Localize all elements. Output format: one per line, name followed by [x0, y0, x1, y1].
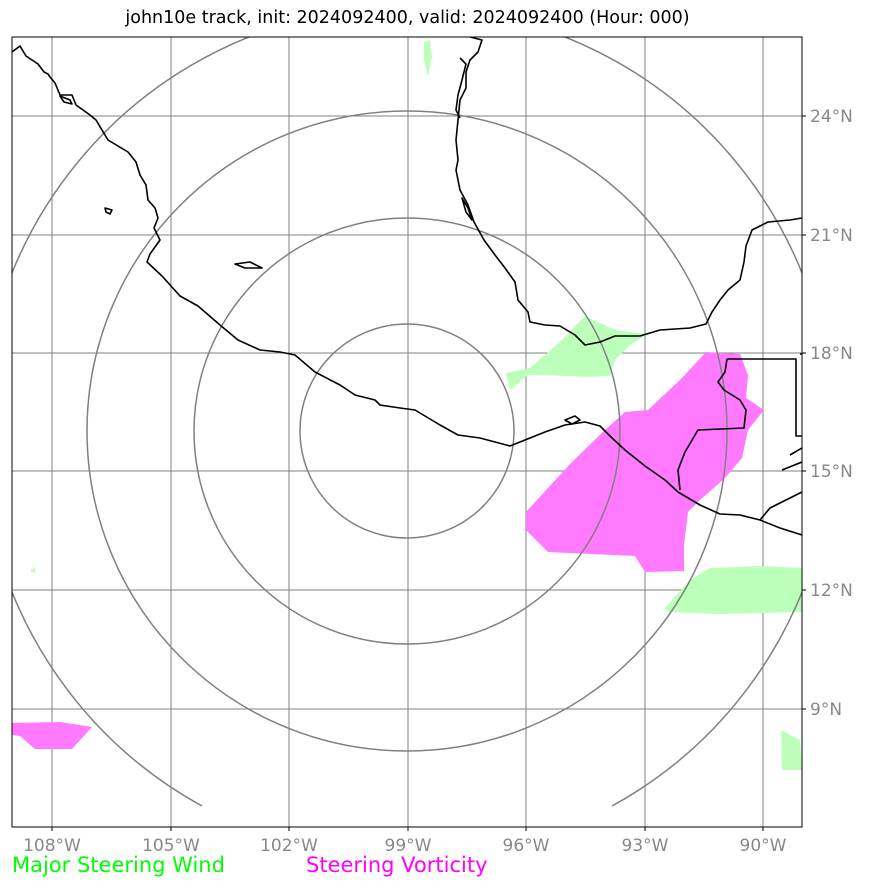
lon-label: 108°W: [23, 836, 81, 856]
border-guatemala: [677, 358, 802, 491]
longitude-labels: 108°W 105°W 102°W 99°W 96°W 93°W 90°W: [23, 836, 787, 856]
lat-label: 18°N: [810, 344, 853, 364]
lat-label: 24°N: [810, 107, 853, 127]
tick-marks: [51, 115, 806, 831]
lon-label: 99°W: [385, 836, 432, 856]
island-west: [104, 207, 113, 215]
lon-label: 90°W: [740, 836, 787, 856]
coastline-pacific-mexico: [12, 45, 802, 536]
lat-label: 9°N: [810, 700, 842, 720]
wind-area-west-speck: [31, 568, 35, 572]
wind-area-coast: [506, 316, 648, 390]
coastlines: [12, 37, 802, 536]
coastline-laguna: [461, 197, 473, 221]
vorticity-area-southwest: [12, 722, 92, 749]
border-honduras: [759, 353, 802, 521]
coast-peninsula-tip: [59, 95, 73, 105]
range-ring-2: [193, 217, 621, 645]
legend-steering-vorticity: Steering Vorticity: [306, 853, 488, 877]
range-ring-1: [299, 323, 515, 539]
island-inlet: [564, 415, 581, 425]
lat-label: 12°N: [810, 581, 853, 601]
lon-label: 102°W: [260, 836, 318, 856]
legend-steering-wind: Major Steering Wind: [12, 853, 225, 877]
map-frame-border: [11, 36, 803, 828]
vorticity-area-main: [526, 352, 764, 572]
lon-label: 105°W: [142, 836, 200, 856]
coastline-gulf-mexico: [455, 37, 802, 346]
lat-label: 15°N: [810, 462, 853, 482]
wind-area-far-southeast: [781, 730, 802, 770]
steering-wind-areas: [31, 40, 802, 770]
island-coast: [234, 261, 263, 269]
coastline-gulf-islands: [455, 57, 467, 119]
latitude-labels: 24°N 21°N 18°N 15°N 12°N 9°N: [810, 107, 853, 720]
lon-label: 96°W: [503, 836, 550, 856]
chart-title: john10e track, init: 2024092400, valid: …: [125, 8, 690, 28]
range-rings: [12, 37, 802, 807]
range-ring-3: [86, 110, 728, 752]
steering-vorticity-areas: [12, 352, 764, 749]
lon-label: 93°W: [622, 836, 669, 856]
lat-label: 21°N: [810, 226, 853, 246]
wind-area-southeast: [665, 566, 802, 614]
wind-area-north: [424, 40, 432, 76]
